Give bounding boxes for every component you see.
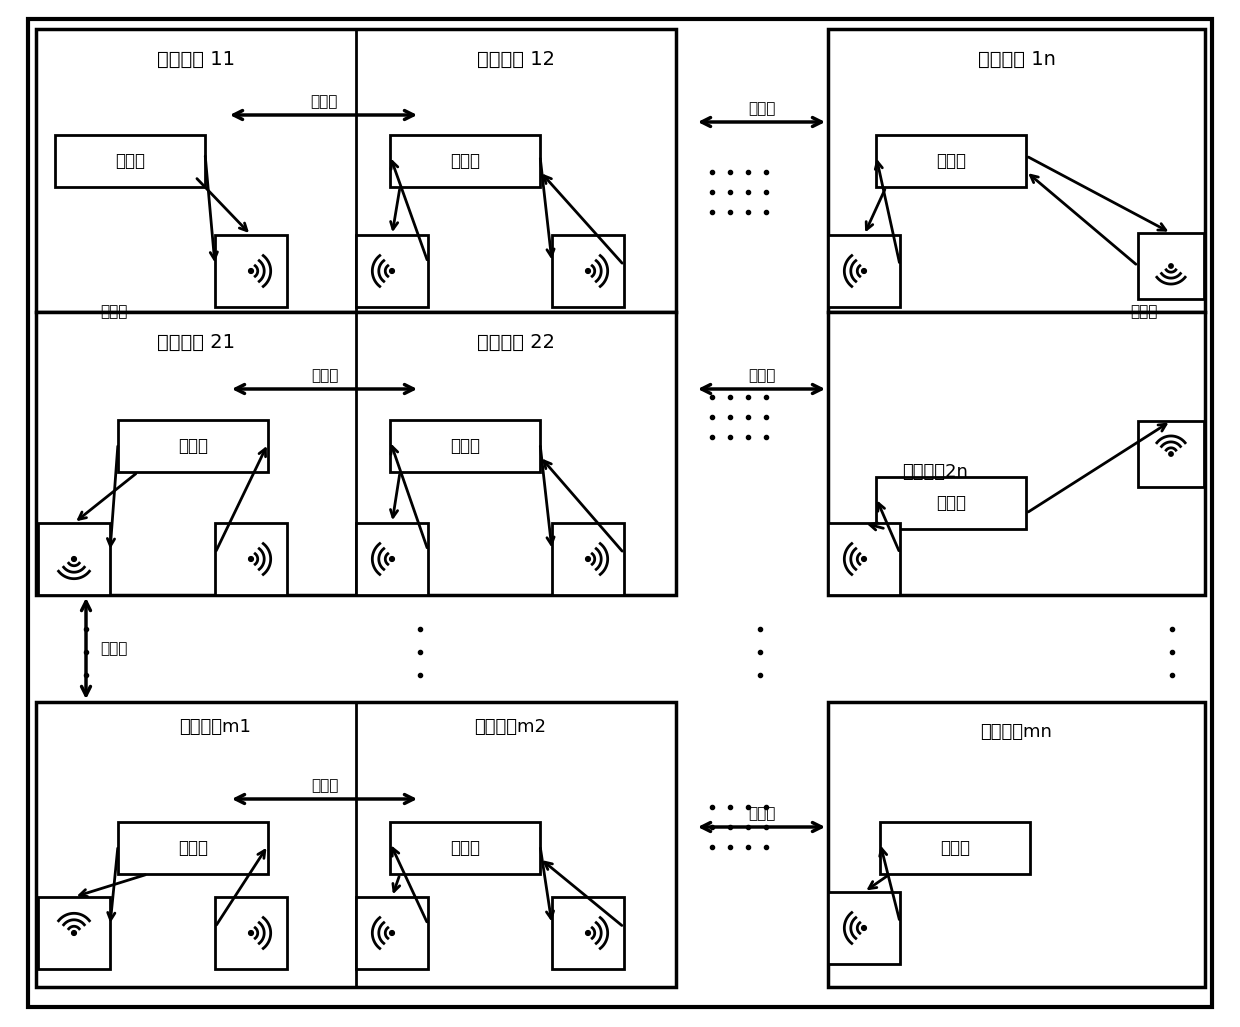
Circle shape: [862, 925, 867, 930]
Bar: [391, 822, 539, 874]
Circle shape: [862, 269, 867, 273]
Text: 电源线: 电源线: [100, 641, 128, 656]
Bar: [356, 235, 428, 307]
Bar: [215, 897, 286, 969]
Bar: [828, 29, 1205, 312]
Text: 显示单元m1: 显示单元m1: [179, 718, 250, 736]
Circle shape: [585, 269, 590, 273]
Bar: [875, 477, 1025, 529]
Bar: [1138, 421, 1204, 487]
Bar: [828, 312, 1205, 595]
Text: 显示单元mn: 显示单元mn: [981, 723, 1053, 741]
Text: 电源线: 电源线: [311, 369, 339, 383]
Circle shape: [389, 557, 394, 562]
Text: 接收卡: 接收卡: [450, 839, 480, 857]
Bar: [215, 523, 286, 595]
Bar: [1138, 233, 1204, 299]
Circle shape: [389, 930, 394, 936]
Circle shape: [389, 269, 394, 273]
Text: 接收卡: 接收卡: [450, 438, 480, 455]
Circle shape: [1169, 452, 1173, 456]
Bar: [36, 702, 676, 987]
Circle shape: [862, 557, 867, 562]
Circle shape: [585, 557, 590, 562]
Bar: [880, 822, 1030, 874]
Circle shape: [248, 269, 253, 273]
Text: 显示单元 11: 显示单元 11: [157, 49, 236, 69]
Bar: [552, 235, 624, 307]
Bar: [828, 235, 900, 307]
Text: 电源线: 电源线: [748, 806, 775, 822]
Bar: [55, 135, 205, 187]
Text: 显示单元 12: 显示单元 12: [477, 49, 556, 69]
Bar: [875, 135, 1025, 187]
Text: 接收卡: 接收卡: [940, 839, 970, 857]
Circle shape: [248, 557, 253, 562]
Bar: [828, 523, 900, 595]
Bar: [552, 523, 624, 595]
Text: 电源线: 电源线: [100, 304, 128, 319]
Bar: [215, 235, 286, 307]
Bar: [828, 702, 1205, 987]
Bar: [391, 420, 539, 472]
Circle shape: [585, 930, 590, 936]
Circle shape: [72, 930, 77, 936]
Bar: [552, 897, 624, 969]
Text: 接收卡: 接收卡: [936, 494, 966, 512]
Text: 接收卡: 接收卡: [115, 152, 145, 170]
Bar: [118, 822, 268, 874]
Text: 显示单刱2n: 显示单刱2n: [901, 463, 968, 481]
Text: 接收卡: 接收卡: [450, 152, 480, 170]
Circle shape: [1169, 264, 1173, 268]
Bar: [356, 897, 428, 969]
Text: 显示单元 1n: 显示单元 1n: [977, 49, 1055, 69]
Bar: [828, 892, 900, 964]
Bar: [38, 523, 110, 595]
Bar: [36, 29, 676, 312]
Text: 接收卡: 接收卡: [179, 839, 208, 857]
Text: 电源线: 电源线: [310, 94, 337, 110]
Text: 电源线: 电源线: [1131, 304, 1158, 319]
Text: 接收卡: 接收卡: [179, 438, 208, 455]
Text: 电源线: 电源线: [748, 369, 775, 383]
Bar: [391, 135, 539, 187]
Bar: [356, 523, 428, 595]
Text: 显示单元 21: 显示单元 21: [157, 333, 236, 351]
Circle shape: [72, 557, 77, 562]
Text: 电源线: 电源线: [311, 778, 339, 794]
Text: 显示单元m2: 显示单元m2: [474, 718, 546, 736]
Bar: [118, 420, 268, 472]
Text: 显示单元 22: 显示单元 22: [477, 333, 556, 351]
Text: 电源线: 电源线: [748, 102, 775, 116]
Bar: [38, 897, 110, 969]
Circle shape: [248, 930, 253, 936]
Bar: [36, 312, 676, 595]
Text: 接收卡: 接收卡: [936, 152, 966, 170]
